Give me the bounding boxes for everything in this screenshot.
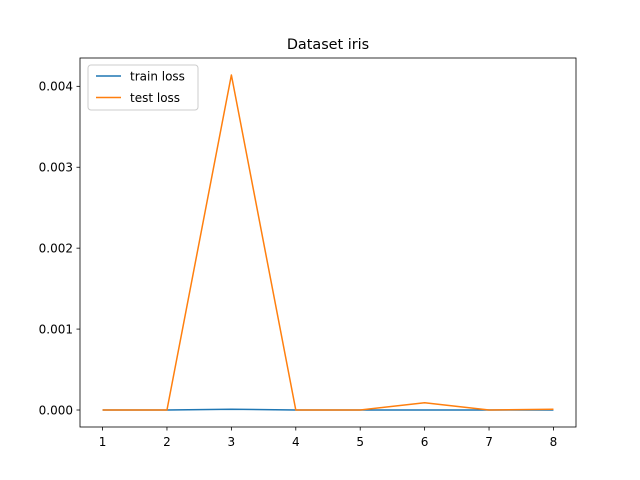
x-tick-label: 7 [485,435,493,449]
series-line-1 [102,74,554,411]
legend-label-0: train loss [130,69,185,83]
x-tick-label: 5 [356,435,364,449]
x-tick-label: 3 [228,435,236,449]
y-tick-label: 0.003 [39,161,73,175]
legend: train loss test loss [87,64,199,111]
plot-area [102,74,554,411]
chart-title: Dataset iris [287,37,369,53]
y-tick-label: 0.000 [39,403,73,417]
legend-label-1: test loss [130,91,180,105]
y-tick-label: 0.002 [39,241,73,255]
axes-frame [79,57,577,428]
x-tick-label: 6 [421,435,429,449]
y-tick-label: 0.004 [39,80,73,94]
x-tick-label: 2 [163,435,171,449]
y-tick-label: 0.001 [39,322,73,336]
x-tick-label: 8 [550,435,558,449]
x-tick-label: 1 [99,435,107,449]
axes: 1 2 3 4 5 6 7 8 0.000 0.001 0.002 0.003 0.004 [39,57,577,449]
x-tick-label: 4 [292,435,300,449]
